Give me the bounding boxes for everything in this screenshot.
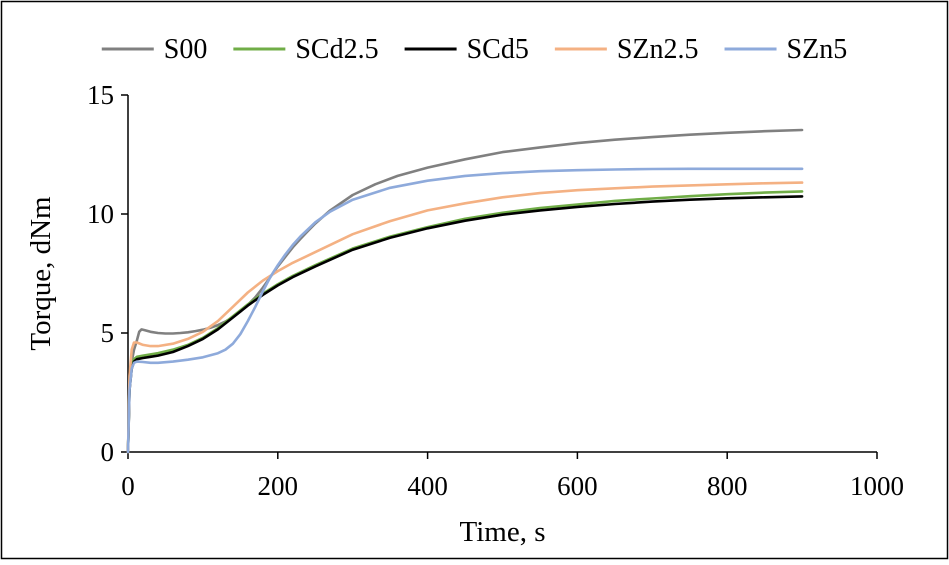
x-tick-label: 800 [707, 471, 748, 501]
legend-item: SZn2.5 [554, 34, 699, 65]
x-tick-label: 1000 [850, 471, 904, 501]
series-line-szn2-5 [126, 181, 804, 454]
x-tick-label: 200 [258, 471, 299, 501]
y-tick-label: 15 [87, 80, 114, 110]
series-line-s00 [126, 128, 804, 454]
series-line-szn5 [126, 167, 804, 454]
x-axis-title: Time, s [460, 516, 546, 548]
legend-item: S00 [101, 34, 208, 65]
y-axis-title: Torque, dNm [25, 196, 57, 351]
legend-label: SZn2.5 [617, 34, 699, 65]
series-line-scd5 [126, 195, 804, 454]
legend: S00 SCd2.5 SCd5 SZn2.5 SZn5 [101, 34, 848, 65]
legend-label: SCd2.5 [295, 34, 378, 65]
y-tick-label: 0 [101, 437, 115, 467]
x-tick-label: 400 [407, 471, 448, 501]
legend-item: SCd2.5 [233, 34, 379, 65]
legend-label: SCd5 [467, 34, 529, 65]
x-tick-label: 0 [121, 471, 135, 501]
legend-item: SCd5 [404, 34, 529, 65]
legend-item: SZn5 [724, 34, 848, 65]
legend-label: S00 [164, 34, 208, 65]
y-tick-label: 5 [101, 318, 115, 348]
x-axis-ticks: 0 200 400 600 800 1000 [121, 452, 904, 501]
x-tick-label: 600 [557, 471, 598, 501]
y-tick-label: 10 [87, 199, 114, 229]
y-axis-ticks: 0 5 10 15 [87, 80, 128, 467]
legend-label: SZn5 [787, 34, 848, 65]
data-series [126, 128, 804, 454]
